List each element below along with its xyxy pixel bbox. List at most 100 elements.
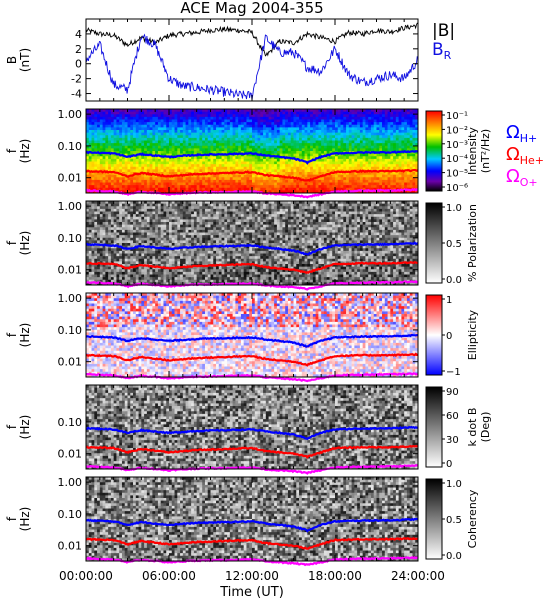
heatmap-cell bbox=[139, 143, 142, 146]
heatmap-cell bbox=[111, 219, 114, 222]
heatmap-cell bbox=[103, 254, 106, 257]
heatmap-cell bbox=[296, 169, 299, 172]
heatmap-cell bbox=[338, 135, 341, 138]
heatmap-cell bbox=[105, 122, 108, 125]
heatmap-cell bbox=[399, 130, 402, 133]
heatmap-cell bbox=[89, 164, 92, 167]
heatmap-cell bbox=[100, 277, 103, 280]
heatmap-cell bbox=[288, 185, 291, 188]
heatmap-cell bbox=[89, 125, 92, 128]
heatmap-cell bbox=[294, 125, 297, 128]
heatmap-cell bbox=[332, 183, 335, 186]
heatmap-cell bbox=[277, 122, 280, 125]
heatmap-cell bbox=[404, 120, 407, 123]
heatmap-cell bbox=[141, 261, 144, 264]
heatmap-cell bbox=[111, 112, 114, 115]
heatmap-cell bbox=[230, 143, 233, 146]
heatmap-cell bbox=[318, 164, 321, 167]
heatmap-cell bbox=[341, 138, 344, 141]
heatmap-cell bbox=[230, 167, 233, 170]
heatmap-cell bbox=[147, 254, 150, 257]
heatmap-cell bbox=[213, 141, 216, 144]
heatmap-cell bbox=[349, 183, 352, 186]
heatmap-cell bbox=[139, 233, 142, 236]
heatmap-cell bbox=[255, 127, 258, 130]
heatmap-cell bbox=[116, 135, 119, 138]
heatmap-cell bbox=[302, 133, 305, 136]
heatmap-cell bbox=[163, 254, 166, 257]
heatmap-cell bbox=[249, 156, 252, 159]
heatmap-cell bbox=[310, 188, 313, 191]
heatmap-cell bbox=[111, 175, 114, 178]
heatmap-cell bbox=[407, 146, 410, 149]
heatmap-cell bbox=[271, 122, 274, 125]
heatmap-cell bbox=[321, 180, 324, 183]
heatmap-cell bbox=[252, 127, 255, 130]
heatmap-cell bbox=[94, 125, 97, 128]
heatmap-cell bbox=[390, 183, 393, 186]
heatmap-cell bbox=[111, 272, 114, 275]
heatmap-cell bbox=[407, 156, 410, 159]
heatmap-cell bbox=[194, 138, 197, 141]
heatmap-cell bbox=[382, 164, 385, 167]
heatmap-cell bbox=[150, 269, 153, 272]
field-panel: 420-2-4B (nT)|B|BR bbox=[5, 19, 455, 101]
heatmap-cell bbox=[294, 112, 297, 115]
heatmap-cell bbox=[393, 133, 396, 136]
heatmap-cell bbox=[133, 261, 136, 264]
heatmap-cell bbox=[357, 133, 360, 136]
heatmap-cell bbox=[199, 162, 202, 165]
heatmap-cell bbox=[241, 175, 244, 178]
heatmap-cell bbox=[128, 130, 131, 133]
heatmap-cell bbox=[227, 159, 230, 162]
heatmap-cell bbox=[125, 272, 128, 275]
heatmap-cell bbox=[161, 233, 164, 236]
heatmap-cell bbox=[122, 204, 125, 207]
heatmap-cell bbox=[269, 169, 272, 172]
heatmap-cell bbox=[343, 138, 346, 141]
heatmap-cell bbox=[216, 125, 219, 128]
heatmap-cell bbox=[103, 227, 106, 230]
heatmap-cell bbox=[116, 214, 119, 217]
heatmap-cell bbox=[163, 259, 166, 262]
heatmap-cell bbox=[158, 133, 161, 136]
heatmap-cell bbox=[103, 167, 106, 170]
heatmap-cell bbox=[282, 138, 285, 141]
heatmap-cell bbox=[89, 135, 92, 138]
heatmap-cell bbox=[318, 125, 321, 128]
heatmap-cell bbox=[382, 120, 385, 123]
heatmap-cell bbox=[111, 185, 114, 188]
heatmap-cell bbox=[310, 185, 313, 188]
heatmap-cell bbox=[324, 141, 327, 144]
heatmap-cell bbox=[108, 177, 111, 180]
heatmap-cell bbox=[246, 135, 249, 138]
heatmap-cell bbox=[327, 148, 330, 151]
heatmap-cell bbox=[321, 122, 324, 125]
heatmap-cell bbox=[327, 167, 330, 170]
heatmap-cell bbox=[119, 259, 122, 262]
heatmap-cell bbox=[354, 175, 357, 178]
heatmap-cell bbox=[346, 185, 349, 188]
heatmap-cell bbox=[141, 175, 144, 178]
heatmap-cell bbox=[147, 120, 150, 123]
heatmap-cell bbox=[133, 188, 136, 191]
heatmap-cell bbox=[407, 114, 410, 117]
heatmap-cell bbox=[216, 175, 219, 178]
heatmap-cell bbox=[371, 164, 374, 167]
heatmap-cell bbox=[244, 125, 247, 128]
heatmap-cell bbox=[354, 143, 357, 146]
heatmap-cell bbox=[172, 206, 175, 209]
heatmap-cell bbox=[246, 164, 249, 167]
heatmap-cell bbox=[379, 167, 382, 170]
heatmap-cell bbox=[108, 267, 111, 270]
heatmap-cell bbox=[324, 159, 327, 162]
heatmap-cell bbox=[188, 180, 191, 183]
heatmap-cell bbox=[219, 138, 222, 141]
heatmap-cell bbox=[230, 177, 233, 180]
heatmap-cell bbox=[144, 225, 147, 228]
heatmap-cell bbox=[119, 280, 122, 283]
heatmap-cell bbox=[105, 133, 108, 136]
heatmap-cell bbox=[365, 117, 368, 120]
heatmap-cell bbox=[324, 112, 327, 115]
heatmap-cell bbox=[97, 246, 100, 249]
